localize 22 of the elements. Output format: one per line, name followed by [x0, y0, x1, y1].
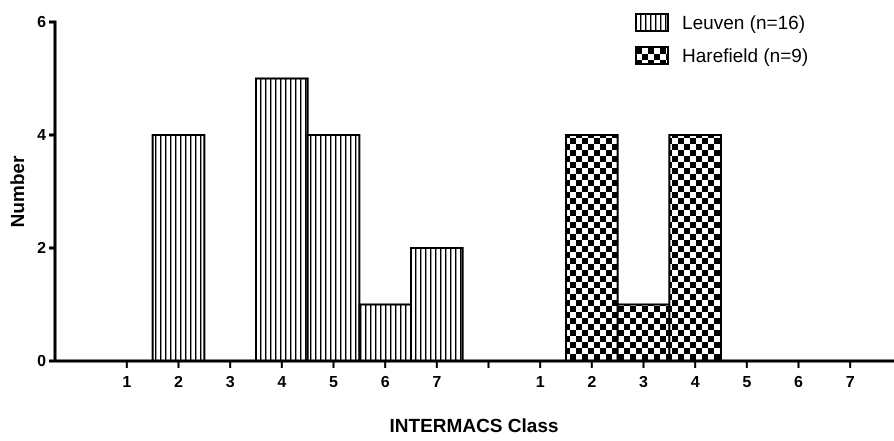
- x-tick-label: 4: [277, 374, 286, 391]
- x-tick-label: 2: [587, 374, 596, 391]
- x-axis-title: INTERMACS Class: [390, 416, 558, 437]
- y-tick-label: 4: [37, 127, 46, 144]
- y-tick-label: 0: [37, 353, 46, 370]
- x-tick-label: 4: [690, 374, 700, 391]
- x-tick-label: 5: [329, 374, 338, 391]
- x-tick-label: 7: [432, 374, 442, 391]
- x-tick-label: 3: [639, 374, 648, 391]
- x-tick-label: 5: [742, 374, 752, 391]
- x-tick-label: 2: [174, 374, 184, 391]
- y-tick-label: 2: [37, 240, 46, 258]
- legend-label: Harefield (n=9): [682, 46, 808, 67]
- y-axis-title: Number: [8, 155, 29, 228]
- x-tick-label: 3: [226, 374, 235, 391]
- x-tick-label: 1: [122, 374, 132, 391]
- x-tick-label: 7: [846, 374, 855, 391]
- x-tick-label: 6: [380, 374, 390, 391]
- legend-label: Leuven (n=16): [682, 13, 806, 34]
- y-tick-label: 6: [37, 14, 46, 32]
- x-tick-label: 6: [794, 374, 804, 391]
- x-tick-label: 1: [536, 374, 545, 391]
